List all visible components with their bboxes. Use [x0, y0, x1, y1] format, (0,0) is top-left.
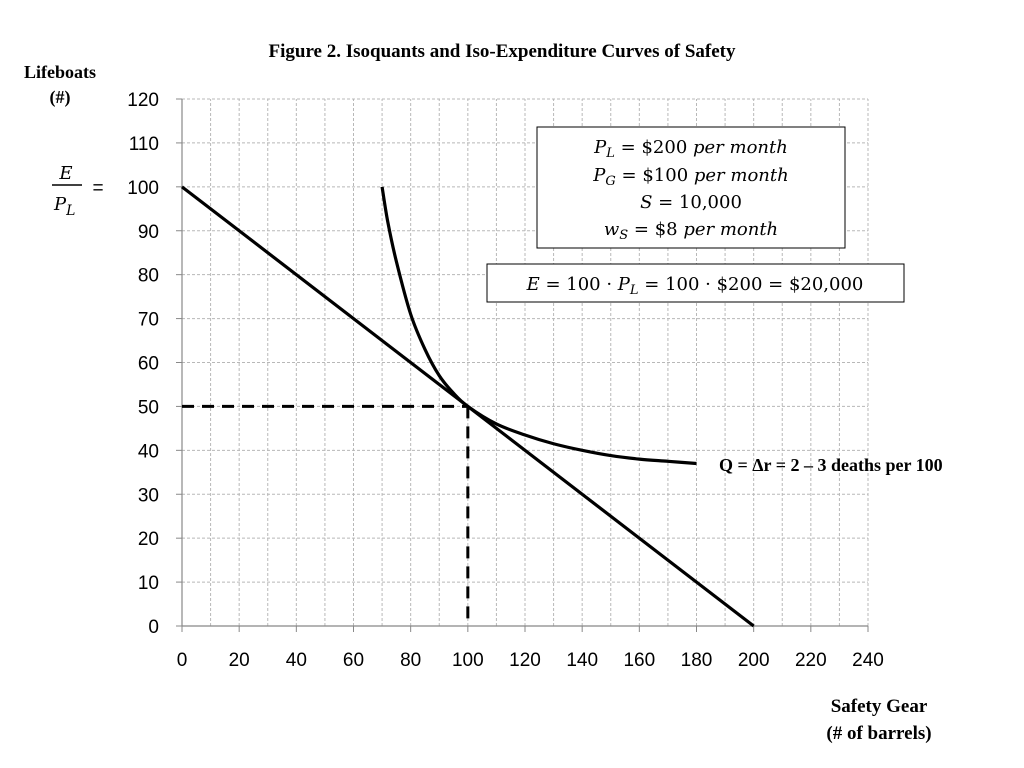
- expenditure-box: E = 100 · PL = 100 · $200 = $20,000: [486, 263, 905, 303]
- parameters-box: PL = $200 per month PG = $100 per month …: [536, 126, 846, 249]
- y-tick-label-50: 50: [138, 397, 159, 418]
- x-tick-label-20: 20: [229, 650, 250, 671]
- x-tick-label-80: 80: [400, 650, 421, 671]
- isoquant-curve: [380, 186, 697, 466]
- param-line-wage: wS = $8 per month: [604, 219, 778, 243]
- parameters-box-border: [536, 126, 846, 249]
- chart-title: Figure 2. Isoquants and Iso-Expenditure …: [269, 41, 736, 62]
- x-tick-labels: 0 20 40 60 80 100 120 140 160 180 200 220 240: [177, 650, 884, 671]
- x-tick-label-140: 140: [566, 650, 598, 671]
- y-axis-label-line1: Lifeboats: [24, 62, 96, 82]
- param-line-price-gear: PG = $100 per month: [592, 165, 788, 189]
- x-tick-label-60: 60: [343, 650, 364, 671]
- fraction-denominator: PL: [53, 194, 75, 219]
- fraction-equals: =: [92, 178, 103, 199]
- y-tick-label-20: 20: [138, 529, 159, 550]
- x-axis-label-line2: (# of barrels): [826, 723, 931, 744]
- y-tick-labels: 0 10 20 30 40 50 60 70 80 90 100 110 120: [127, 90, 159, 638]
- y-tick-label-0: 0: [148, 617, 159, 638]
- x-tick-label-240: 240: [852, 650, 884, 671]
- fraction-numerator: E: [58, 163, 72, 184]
- y-tick-label-70: 70: [138, 310, 159, 331]
- x-tick-label-100: 100: [452, 650, 484, 671]
- isoquant-label: Q = Δr = 2 – 3 deaths per 100: [719, 455, 943, 475]
- expenditure-equation: E = 100 · PL = 100 · $200 = $20,000: [526, 274, 864, 298]
- x-tick-label-180: 180: [681, 650, 713, 671]
- y-tick-label-80: 80: [138, 266, 159, 287]
- x-tick-label-0: 0: [177, 650, 188, 671]
- y-tick-label-60: 60: [138, 354, 159, 375]
- param-line-price-lifeboat: PL = $200 per month: [593, 137, 788, 161]
- x-tick-label-200: 200: [738, 650, 770, 671]
- y-tick-label-110: 110: [129, 134, 159, 155]
- y-tick-label-40: 40: [138, 441, 159, 462]
- y-axis-label-line2: (#): [50, 87, 71, 108]
- fraction-denominator-subscript: L: [65, 203, 75, 219]
- y-tick-label-120: 120: [127, 90, 159, 111]
- expenditure-box-border: [486, 263, 905, 303]
- y-tick-label-10: 10: [138, 573, 159, 594]
- x-tick-label-220: 220: [795, 650, 827, 671]
- y-tick-label-30: 30: [138, 485, 159, 506]
- x-tick-label-160: 160: [623, 650, 655, 671]
- x-tick-label-120: 120: [509, 650, 541, 671]
- fraction-denominator-symbol: P: [53, 194, 67, 215]
- series: [181, 185, 755, 628]
- y-tick-label-90: 90: [138, 222, 159, 243]
- param-line-sailors: S = 10,000: [640, 192, 742, 213]
- x-tick-label-40: 40: [286, 650, 307, 671]
- x-axis-label-line1: Safety Gear: [831, 696, 928, 717]
- y-tick-label-100: 100: [127, 178, 159, 199]
- y-axis-fraction-label: E PL =: [52, 163, 104, 219]
